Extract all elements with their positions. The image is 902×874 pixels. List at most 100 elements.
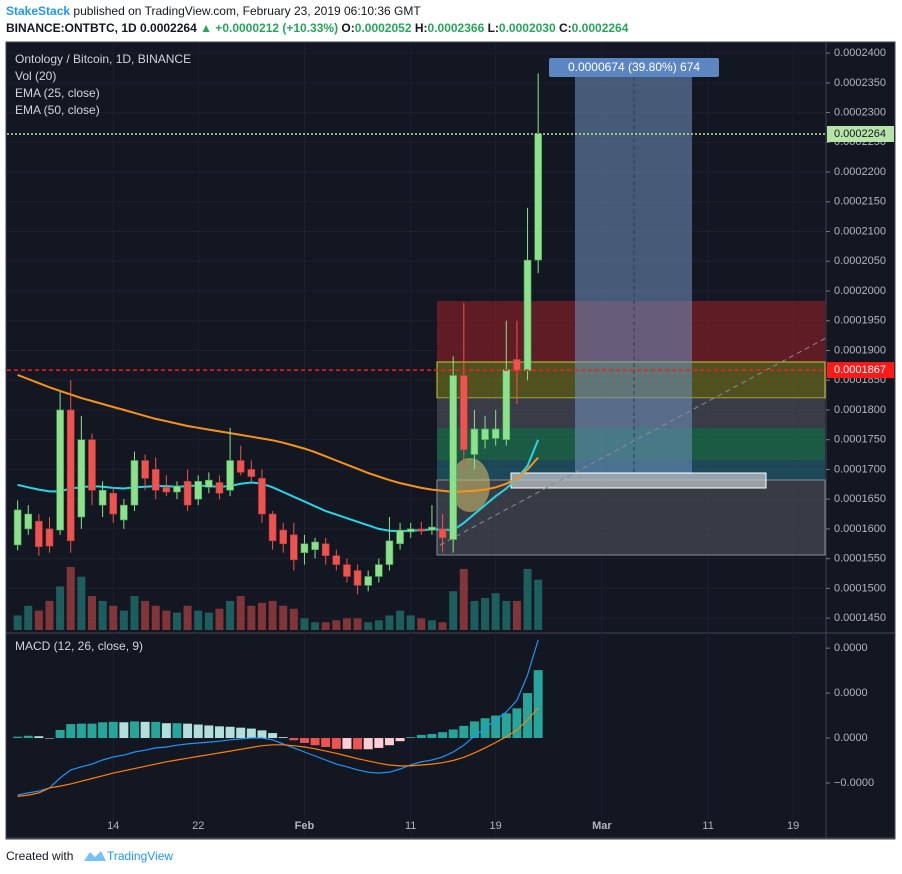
candle-body — [183, 481, 192, 506]
candle-body — [247, 469, 256, 477]
macd-histogram-bar — [395, 738, 405, 742]
volume-bar — [374, 620, 383, 630]
header-line-2: BINANCE:ONTBTC, 1D 0.0002264 ▲ +0.000021… — [6, 21, 629, 35]
y-tick-label: 0.0001950 — [834, 315, 886, 327]
volume-bar — [523, 568, 532, 630]
y-tick-label: 0.0001750 — [834, 434, 886, 446]
macd-histogram-bar — [225, 726, 235, 739]
measure-label-bg — [549, 58, 719, 77]
candle-body — [417, 528, 426, 532]
macd-histogram-bar — [459, 725, 469, 739]
candle-body — [13, 509, 22, 546]
macd-histogram-bar — [427, 733, 437, 739]
y-tick-label: 0.0001900 — [834, 344, 886, 356]
ohlc-value: 0.0002264 — [572, 21, 629, 35]
ohlc-label: C: — [559, 21, 572, 35]
candle-body — [66, 409, 75, 542]
candle-body — [268, 513, 277, 542]
ohlc-value: 0.0002052 — [355, 21, 412, 35]
macd-histogram-bar — [23, 735, 33, 739]
macd-histogram-bar — [310, 738, 320, 746]
macd-histogram-bar — [331, 738, 341, 749]
candle-body — [98, 489, 107, 506]
range-zone — [436, 479, 826, 556]
volume-bar — [353, 618, 362, 630]
volume-bar — [247, 605, 256, 630]
candle-body — [406, 528, 415, 533]
x-tick-label: 11 — [405, 820, 416, 832]
macd-y-tick-label: 0.0000 — [834, 642, 868, 654]
macd-histogram-bar — [501, 713, 511, 739]
candle-body — [375, 564, 383, 577]
macd-histogram-bar — [406, 737, 416, 739]
x-tick-label: 19 — [787, 820, 799, 832]
ohlc-value: 0.0002030 — [499, 21, 556, 35]
macd-histogram-bar — [257, 730, 267, 739]
candle-body — [77, 439, 86, 518]
legend-entry[interactable]: EMA (25, close) — [15, 86, 100, 100]
volume-bar — [172, 612, 181, 630]
macd-histogram-bar — [363, 738, 373, 750]
y-tick-label: 0.0001600 — [834, 523, 886, 535]
candle-body — [130, 460, 139, 506]
macd-histogram-bar — [523, 693, 533, 739]
drawings — [436, 76, 827, 556]
macd-histogram-bar — [438, 732, 448, 739]
candle-body — [109, 492, 118, 515]
volume-bar — [109, 605, 118, 630]
ohlc-label: O: — [341, 21, 354, 35]
macd-histogram-bar — [119, 722, 129, 739]
volume-bar — [45, 600, 54, 630]
price-label-bg — [827, 125, 894, 142]
macd-histogram-bar — [44, 738, 54, 739]
published: published on TradingView.com, February 2… — [73, 4, 421, 18]
y-tick-label: 0.0002150 — [834, 196, 886, 208]
macd-histogram-bar — [512, 708, 522, 739]
macd-histogram-bar — [55, 729, 65, 739]
candle-body — [226, 460, 234, 491]
volume-bar — [417, 618, 426, 630]
volume-bar — [24, 605, 33, 630]
volume-bar — [98, 600, 107, 630]
macd-histogram-bar — [76, 723, 86, 739]
candle-body — [364, 576, 372, 586]
candle-body — [205, 479, 213, 488]
highlight-rect — [510, 472, 767, 489]
x-tick-label: 22 — [192, 820, 204, 832]
y-tick-label: 0.0002100 — [834, 225, 886, 237]
ohlc-label: H: — [415, 21, 428, 35]
legend-entry[interactable]: EMA (50, close) — [15, 103, 100, 117]
y-tick-label: 0.0002000 — [834, 285, 886, 297]
ohlc-label: L: — [488, 21, 499, 35]
volume-bar — [385, 615, 394, 630]
candle-body — [513, 359, 521, 371]
candle-body — [534, 133, 542, 261]
footer-logo — [84, 851, 106, 861]
y-tick-label: 0.0001800 — [834, 404, 886, 416]
footer-brand[interactable]: TradingView — [107, 849, 173, 863]
candle-body — [215, 482, 224, 494]
candle-body — [491, 428, 500, 439]
candle-body — [353, 570, 362, 586]
volume-bar — [289, 608, 298, 630]
macd-histogram-bar — [129, 721, 139, 739]
volume-bar — [183, 605, 192, 630]
volume-bar — [13, 615, 22, 630]
candle-body — [343, 564, 351, 577]
candle-body — [290, 534, 298, 561]
header-line-1: StakeStack published on TradingView.com,… — [6, 4, 421, 18]
candle-body — [151, 469, 160, 491]
volume-bar — [279, 605, 288, 630]
y-tick-label: 0.0002050 — [834, 255, 886, 267]
macd-histogram-bar — [236, 727, 246, 739]
volume-bar — [321, 622, 330, 630]
last: 0.0002264 — [140, 21, 197, 35]
candle-body — [396, 529, 404, 545]
x-tick-label: 19 — [490, 820, 502, 832]
change: ▲ +0.0000212 (+10.33%) — [200, 21, 338, 35]
author[interactable]: StakeStack — [6, 4, 70, 18]
volume-bar — [141, 600, 150, 630]
macd-histogram-bar — [98, 722, 108, 739]
macd-histogram-bar — [289, 738, 299, 741]
highlight-ellipse — [450, 458, 490, 512]
